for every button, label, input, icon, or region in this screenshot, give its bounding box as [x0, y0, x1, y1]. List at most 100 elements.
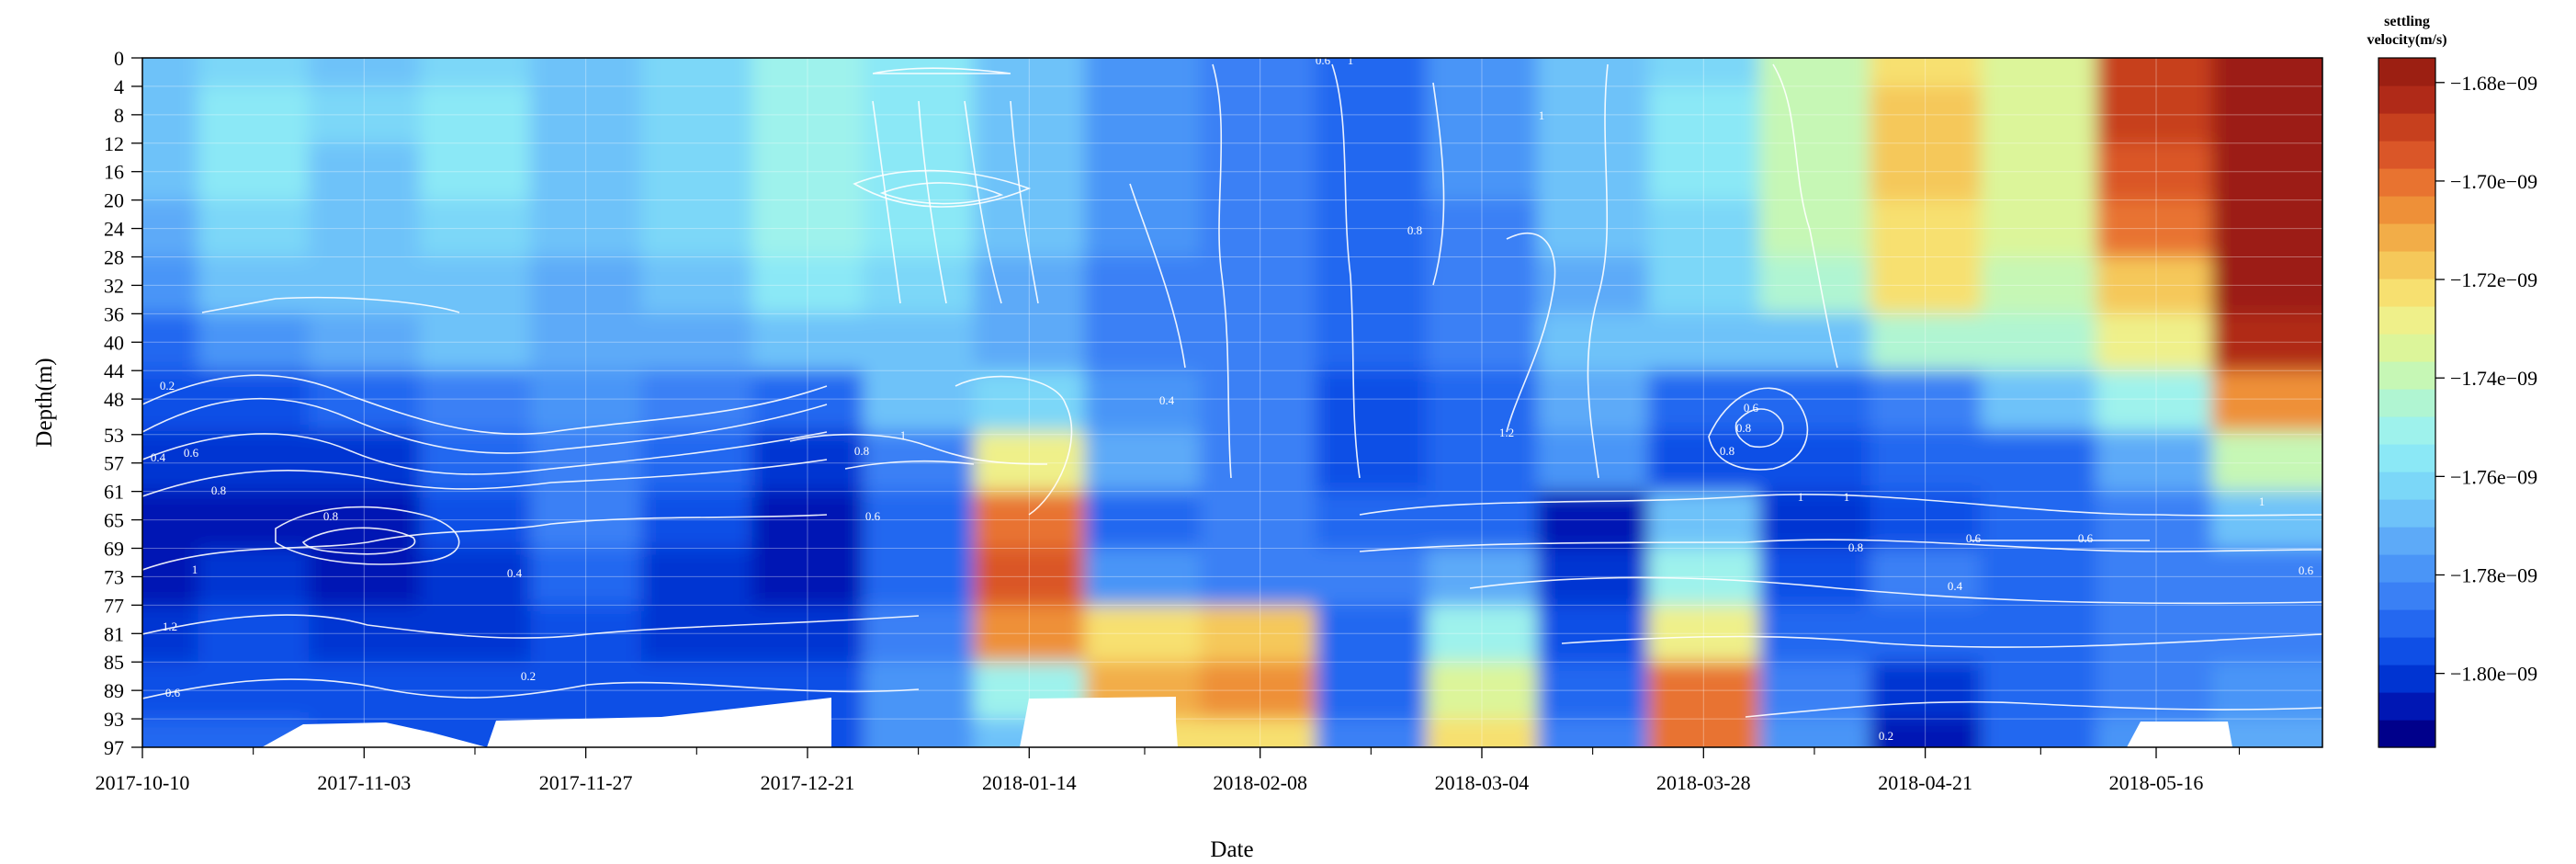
heatmap-cell	[1758, 605, 1871, 664]
contour-line	[1331, 63, 1361, 479]
heatmap-cell	[1426, 548, 1539, 607]
x-tick-label: 2018-03-28	[1656, 771, 1751, 794]
heatmap-cell	[1200, 605, 1316, 664]
y-tick-label: 28	[104, 245, 124, 268]
y-tick-label: 89	[104, 679, 124, 702]
contour-line	[1506, 233, 1556, 433]
heatmap-cell	[640, 430, 753, 493]
contour-label: 0.8	[1848, 540, 1863, 554]
colorbar-ticks: −1.68e−09 −1.70e−09 −1.72e−09 −1.74e−09 −1.7…	[2435, 72, 2537, 686]
heatmap-cell	[198, 256, 310, 315]
heatmap-cell	[863, 719, 975, 747]
heatmap-cells	[142, 58, 2322, 747]
heatmap-cell	[198, 85, 310, 144]
heatmap-cell	[308, 605, 421, 664]
heatmap-cell	[1870, 430, 1982, 493]
heatmap-cell	[2211, 58, 2322, 87]
heatmap-cell	[1980, 491, 2097, 550]
heatmap-cell	[751, 58, 864, 87]
heatmap-cell	[1200, 662, 1316, 721]
heatmap-cell	[1084, 142, 1202, 201]
heatmap-cell	[308, 256, 421, 315]
heatmap-cell	[419, 85, 532, 144]
heatmap-cell	[1980, 142, 2097, 201]
heatmap-cell	[1315, 430, 1428, 493]
y-tick-label: 32	[104, 274, 124, 297]
contour-line	[301, 527, 416, 555]
contour-line	[142, 614, 920, 639]
heatmap-cell	[1426, 430, 1539, 493]
heatmap-cell	[1084, 548, 1202, 607]
heatmap-cell	[198, 199, 310, 258]
heatmap-cell	[419, 199, 532, 258]
contour-line	[1469, 576, 2322, 605]
heatmap-cell	[863, 605, 975, 664]
heatmap-cell	[640, 370, 753, 432]
heatmap-cell	[751, 605, 864, 664]
contour-label: 0.6	[1966, 531, 1982, 545]
heatmap-cell	[530, 142, 642, 201]
x-tick-label: 2017-11-27	[539, 771, 633, 794]
heatmap-cell	[419, 58, 532, 87]
heatmap-cell	[1980, 370, 2097, 432]
colorbar-swatch	[2378, 665, 2435, 693]
heatmap-cell	[1200, 58, 1316, 87]
heatmap-cell	[2096, 256, 2213, 315]
x-tick-label: 2018-04-21	[1878, 771, 1972, 794]
heatmap-cell	[1870, 58, 1982, 87]
colorbar-swatch	[2378, 554, 2435, 583]
heatmap-cell	[1426, 370, 1539, 432]
heatmap-cell	[198, 548, 310, 607]
x-tick-label: 2017-11-03	[317, 771, 411, 794]
heatmap-cell	[1537, 719, 1649, 747]
heatmap-cell	[751, 142, 864, 201]
missing-data-region	[262, 722, 487, 747]
contour-line	[1561, 633, 2322, 648]
heatmap-cell	[1537, 142, 1649, 201]
colorbar-tick-label: −1.78e−09	[2450, 564, 2537, 587]
heatmap-cell	[1870, 199, 1982, 258]
heatmap-cell	[1870, 313, 1982, 372]
heatmap-cell	[308, 430, 421, 493]
heatmap-cell	[308, 491, 421, 550]
heatmap-cell	[308, 548, 421, 607]
heatmap-cell	[198, 605, 310, 664]
contour-label: 1	[1348, 53, 1354, 67]
heatmap-cell	[1537, 313, 1649, 372]
heatmap-cell	[1870, 548, 1982, 607]
contour-label: 1	[192, 563, 198, 576]
heatmap-cell	[530, 548, 642, 607]
contour-label: 0.2	[1879, 729, 1893, 743]
y-tick-label: 85	[104, 651, 124, 674]
heatmap-cell	[1537, 85, 1649, 144]
colorbar-swatch	[2378, 720, 2435, 748]
heatmap-cell	[1426, 256, 1539, 315]
heatmap-cell	[1647, 256, 1760, 315]
heatmap-cell	[1084, 58, 1202, 87]
heatmap-cell	[142, 256, 199, 315]
heatmap-cell	[1426, 199, 1539, 258]
heatmap-cell	[2096, 370, 2213, 432]
heatmap-cell	[2096, 491, 2213, 550]
contour-line	[955, 375, 1073, 516]
colorbar-swatch	[2378, 609, 2435, 638]
heatmap-cell	[751, 313, 864, 372]
heatmap-cell	[973, 58, 1086, 87]
contour-line	[142, 397, 828, 454]
heatmap-cell	[2211, 370, 2322, 432]
y-tick-label: 24	[104, 218, 124, 241]
heatmap-cell	[1870, 142, 1982, 201]
heatmap-cell	[640, 199, 753, 258]
heatmap-cell	[530, 58, 642, 87]
contour-label: 0.6	[165, 686, 181, 699]
heatmap-cell	[1315, 548, 1428, 607]
heatmap-cell	[1200, 719, 1316, 747]
contour-line	[1359, 539, 2322, 552]
heatmap-cell	[530, 370, 642, 432]
contour-label: 0.4	[151, 450, 166, 464]
heatmap-cell	[1084, 85, 1202, 144]
y-tick-label: 16	[104, 161, 124, 184]
heatmap-cell	[1200, 548, 1316, 607]
heatmap-cell	[1200, 370, 1316, 432]
